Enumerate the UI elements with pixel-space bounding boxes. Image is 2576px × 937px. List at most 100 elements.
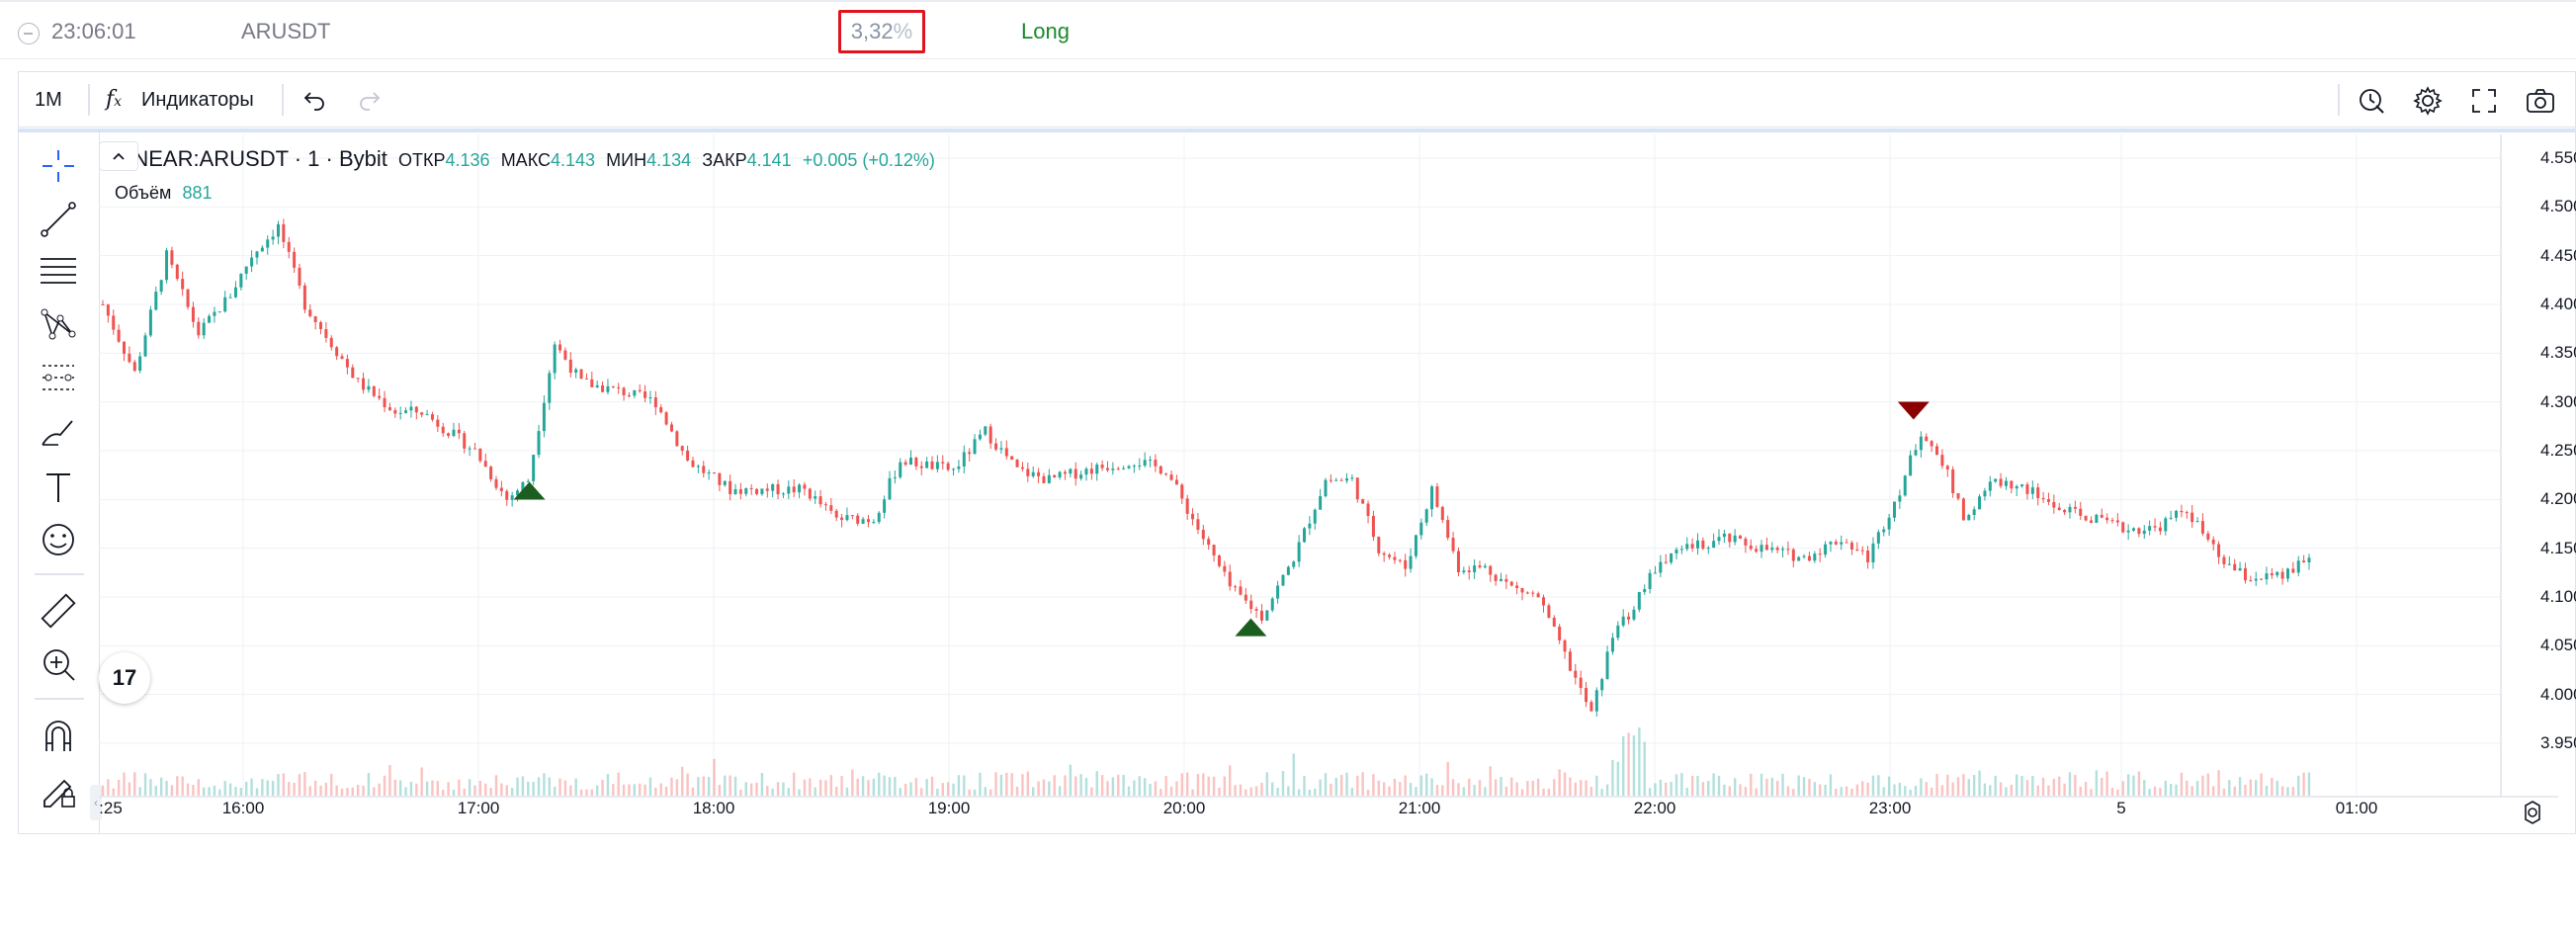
volume-bar xyxy=(999,774,1003,796)
ruler-icon[interactable] xyxy=(39,591,78,631)
volume-bar xyxy=(1149,784,1152,796)
candle-body xyxy=(1637,592,1641,610)
candle-body xyxy=(1542,597,1546,606)
candle-body xyxy=(738,489,742,494)
alert-clock-icon[interactable] xyxy=(2358,86,2387,116)
volume-bar xyxy=(606,774,610,796)
volume-bar xyxy=(628,784,631,796)
zoom-in-icon[interactable] xyxy=(39,644,78,684)
volume-bar xyxy=(1106,781,1109,796)
volume-bar xyxy=(192,785,195,796)
candle-body xyxy=(335,347,339,357)
candle-body xyxy=(1653,572,1657,574)
interval-button[interactable]: 1M xyxy=(35,89,62,111)
volume-bar xyxy=(1435,785,1439,796)
volume-bar xyxy=(1319,779,1322,796)
candle-body xyxy=(1627,616,1631,620)
volume-bar xyxy=(128,782,131,796)
volume-bar xyxy=(1680,773,1683,796)
axis-settings-icon[interactable] xyxy=(2519,799,2546,826)
volume-bar xyxy=(946,782,950,796)
volume-bar xyxy=(1117,774,1120,796)
candle-body xyxy=(1802,555,1806,557)
emoji-icon[interactable] xyxy=(39,520,78,559)
time-tick-label: 19:00 xyxy=(927,799,971,817)
camera-icon[interactable] xyxy=(2526,87,2555,115)
candle-body xyxy=(2126,530,2130,533)
candle-body xyxy=(213,311,216,316)
candle-body xyxy=(834,510,838,518)
candle-body xyxy=(217,311,221,313)
candle-body xyxy=(1764,545,1768,551)
candle-body xyxy=(2211,539,2215,545)
fullscreen-icon[interactable] xyxy=(2470,87,2498,115)
lock-drawings-icon[interactable] xyxy=(39,771,78,810)
candle-body xyxy=(1207,539,1211,546)
candle-body xyxy=(1127,466,1131,468)
volume-bar xyxy=(1665,782,1668,796)
volume-bar xyxy=(2084,782,2088,796)
volume-bar xyxy=(574,778,577,796)
volume-bar xyxy=(1871,775,1875,796)
volume-bar xyxy=(1005,772,1008,796)
candle-body xyxy=(1073,468,1077,479)
pattern-icon[interactable] xyxy=(39,304,78,344)
position-row[interactable]: 23:06:01 ARUSDT 3,32% Long xyxy=(0,0,2576,59)
indicators-fx-icon[interactable]: fx xyxy=(106,87,123,112)
volume-bar xyxy=(612,784,615,796)
collapse-row-icon[interactable] xyxy=(18,23,40,44)
candle-body xyxy=(2068,506,2072,513)
volume-bar xyxy=(2302,772,2305,796)
volume-bar xyxy=(543,773,546,796)
candle-body xyxy=(2110,520,2114,522)
candle-body xyxy=(1169,474,1173,480)
candle-body xyxy=(378,395,382,398)
candle-body xyxy=(1760,545,1763,553)
candle-body xyxy=(2296,560,2300,573)
undo-icon[interactable] xyxy=(301,88,327,112)
crosshair-icon[interactable] xyxy=(39,146,78,186)
candle-body xyxy=(1111,468,1115,470)
volume-bar xyxy=(553,786,557,796)
settings-gear-icon[interactable] xyxy=(2413,86,2443,116)
volume-bar xyxy=(1898,782,1902,796)
candle-body xyxy=(798,484,802,493)
magnet-icon[interactable] xyxy=(39,718,78,757)
volume-bar xyxy=(373,787,376,796)
fib-lines-icon[interactable] xyxy=(39,251,78,291)
hide-toolbar-tab[interactable]: ‹ xyxy=(90,785,102,820)
volume-label[interactable]: Объём xyxy=(115,183,172,203)
legend-symbol[interactable]: LINEAR:ARUSDT · 1 · Bybit xyxy=(115,146,387,171)
volume-bar xyxy=(1866,782,1869,796)
candle-body xyxy=(2020,484,2024,486)
candle-body xyxy=(1855,549,1859,551)
candle-body xyxy=(840,517,844,521)
indicators-button[interactable]: Индикаторы xyxy=(141,89,254,111)
candle-body xyxy=(1558,626,1562,640)
candle-body xyxy=(1430,486,1434,510)
volume-bar xyxy=(1345,772,1348,796)
collapse-legend-button[interactable] xyxy=(99,141,138,171)
redo-icon[interactable] xyxy=(357,88,383,112)
candle-body xyxy=(1499,578,1503,581)
volume-bar xyxy=(899,788,902,796)
volume-bar xyxy=(1595,775,1598,796)
chart-legend: LINEAR:ARUSDT · 1 · Bybit ОТКР4.136 МАКС… xyxy=(115,146,935,172)
volume-bar xyxy=(494,775,498,796)
volume-bar xyxy=(1696,776,1699,796)
volume-bar xyxy=(1484,787,1487,796)
volume-bar xyxy=(1164,776,1167,796)
volume-bar xyxy=(1616,761,1620,796)
trend-line-icon[interactable] xyxy=(39,200,78,239)
candle-body xyxy=(1494,574,1498,581)
candle-body xyxy=(659,407,663,413)
volume-bar xyxy=(1122,774,1125,796)
candle-body xyxy=(1116,468,1120,470)
price-tick-label: 4.300 xyxy=(2540,391,2576,411)
brush-icon[interactable] xyxy=(39,413,78,453)
prediction-icon[interactable] xyxy=(39,358,78,397)
volume-bar xyxy=(872,778,876,796)
text-icon[interactable] xyxy=(39,468,78,508)
tradingview-logo[interactable]: 17 xyxy=(99,652,150,704)
